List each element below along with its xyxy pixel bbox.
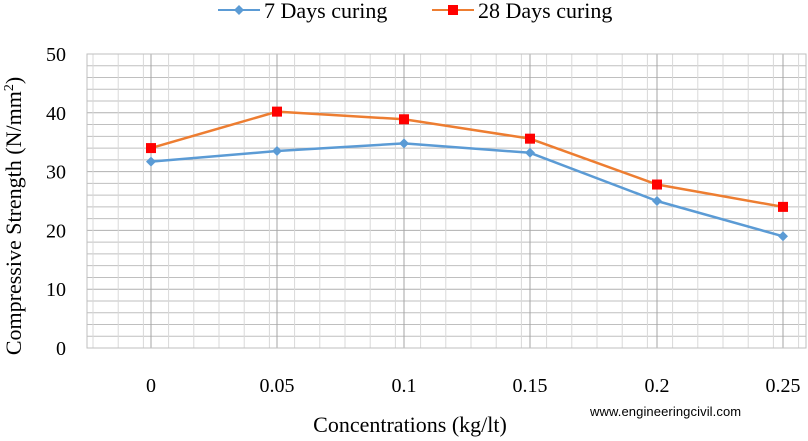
y-tick-label: 50 bbox=[46, 44, 66, 66]
data-point-28-days bbox=[146, 143, 156, 154]
series-line-28-days bbox=[150, 110, 784, 209]
data-point-28-days bbox=[399, 114, 409, 125]
data-point-28-days bbox=[525, 133, 535, 144]
data-point-28-days bbox=[652, 179, 662, 190]
data-point-28-days bbox=[272, 106, 282, 117]
y-axis-title-superscript: 2 bbox=[2, 84, 17, 91]
x-axis-ticks: 0 0.05 0.1 0.15 0.2 0.25 bbox=[146, 375, 801, 397]
legend-label-28-days: 28 Days curing bbox=[478, 0, 612, 23]
legend: 7 Days curing 28 Days curing bbox=[218, 0, 612, 23]
series-layer bbox=[146, 106, 788, 242]
y-axis-title-main: Compressive Strength (N/mm bbox=[1, 91, 26, 355]
legend-diamond-marker bbox=[234, 5, 244, 15]
x-tick-label: 0.15 bbox=[513, 375, 548, 397]
y-axis-title-close: ) bbox=[1, 77, 26, 84]
x-tick-label: 0.05 bbox=[260, 375, 295, 397]
grid bbox=[86, 53, 807, 349]
data-point-7-days bbox=[525, 147, 535, 158]
y-tick-label: 0 bbox=[56, 338, 66, 360]
x-tick-label: 0.25 bbox=[766, 375, 801, 397]
data-point-7-days bbox=[272, 146, 282, 157]
legend-item-7-days: 7 Days curing bbox=[218, 0, 387, 23]
x-tick-label: 0.2 bbox=[645, 375, 670, 397]
y-axis-title: Compressive Strength (N/mm2) bbox=[1, 77, 26, 355]
data-point-28-days bbox=[778, 201, 788, 212]
legend-item-28-days: 28 Days curing bbox=[432, 0, 612, 23]
series-line-7-days bbox=[150, 142, 784, 238]
data-point-7-days bbox=[146, 156, 156, 167]
x-axis-title: Concentrations (kg/lt) bbox=[313, 412, 507, 437]
y-tick-label: 20 bbox=[46, 220, 66, 242]
legend-label-7-days: 7 Days curing bbox=[264, 0, 387, 23]
data-point-7-days bbox=[399, 138, 409, 149]
plot-area-border bbox=[86, 53, 807, 349]
data-point-7-days bbox=[778, 231, 788, 242]
data-point-7-days bbox=[652, 196, 662, 206]
y-tick-label: 40 bbox=[46, 103, 66, 125]
y-axis-ticks: 0 10 20 30 40 50 bbox=[46, 44, 66, 360]
watermark: www.engineeringcivil.com bbox=[590, 404, 742, 419]
y-tick-label: 30 bbox=[46, 162, 66, 184]
x-tick-label: 0 bbox=[146, 375, 156, 397]
y-tick-label: 10 bbox=[46, 279, 66, 301]
x-tick-label: 0.1 bbox=[392, 375, 417, 397]
legend-square-marker bbox=[448, 5, 458, 15]
